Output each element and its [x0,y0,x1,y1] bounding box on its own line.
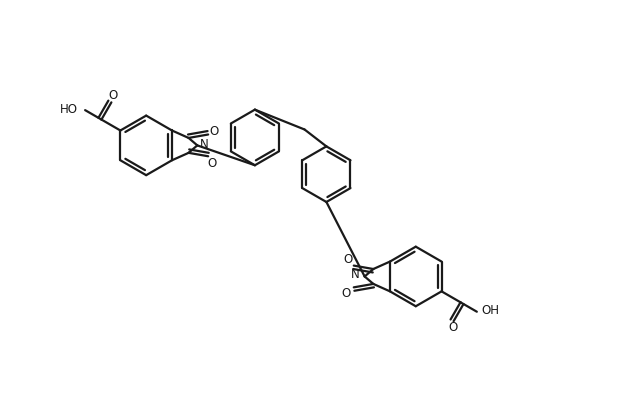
Text: O: O [109,89,118,102]
Text: N: N [351,268,360,281]
Text: O: O [207,157,217,170]
Text: OH: OH [482,304,500,317]
Text: O: O [210,125,219,138]
Text: HO: HO [60,103,78,116]
Text: O: O [341,287,350,300]
Text: O: O [343,253,352,266]
Text: N: N [200,138,208,151]
Text: O: O [448,321,457,334]
